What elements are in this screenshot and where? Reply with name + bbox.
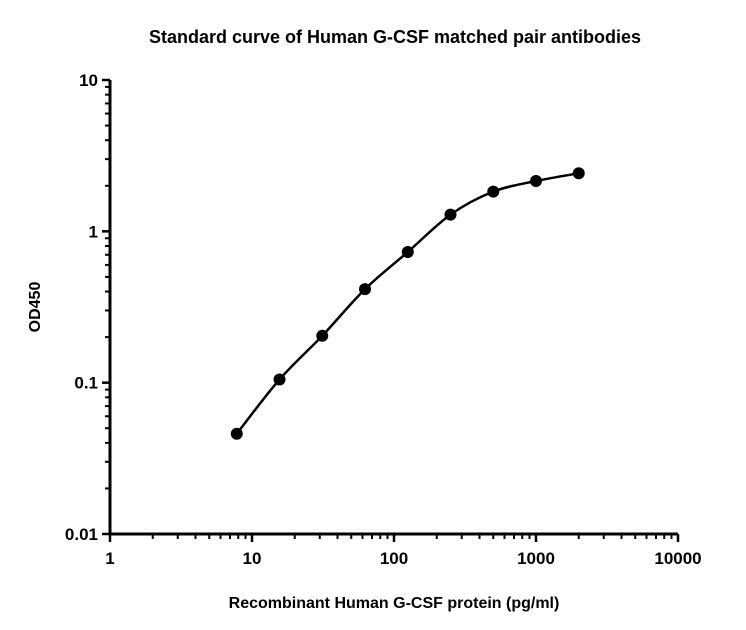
chart-title: Standard curve of Human G-CSF matched pa… (149, 27, 641, 47)
data-point (444, 208, 457, 221)
data-point (273, 373, 286, 386)
data-point (572, 167, 585, 180)
y-tick-label: 10 (79, 71, 98, 90)
y-axis-label: OD450 (27, 282, 44, 333)
data-point (359, 283, 372, 296)
x-tick-label: 10 (243, 549, 262, 568)
y-tick-label: 1 (89, 222, 98, 241)
data-point (230, 427, 243, 440)
y-tick-label: 0.01 (65, 525, 98, 544)
data-point (530, 175, 542, 188)
fit-curve (235, 172, 579, 435)
data-point (316, 329, 329, 342)
x-tick-label: 100 (380, 549, 408, 568)
x-tick-label: 1000 (517, 549, 555, 568)
x-tick-label: 10000 (654, 549, 701, 568)
x-axis-label: Recombinant Human G-CSF protein (pg/ml) (229, 595, 560, 612)
data-point (487, 185, 500, 198)
data-point (401, 246, 414, 259)
x-tick-label: 1 (105, 549, 114, 568)
y-tick-label: 0.1 (74, 374, 98, 393)
